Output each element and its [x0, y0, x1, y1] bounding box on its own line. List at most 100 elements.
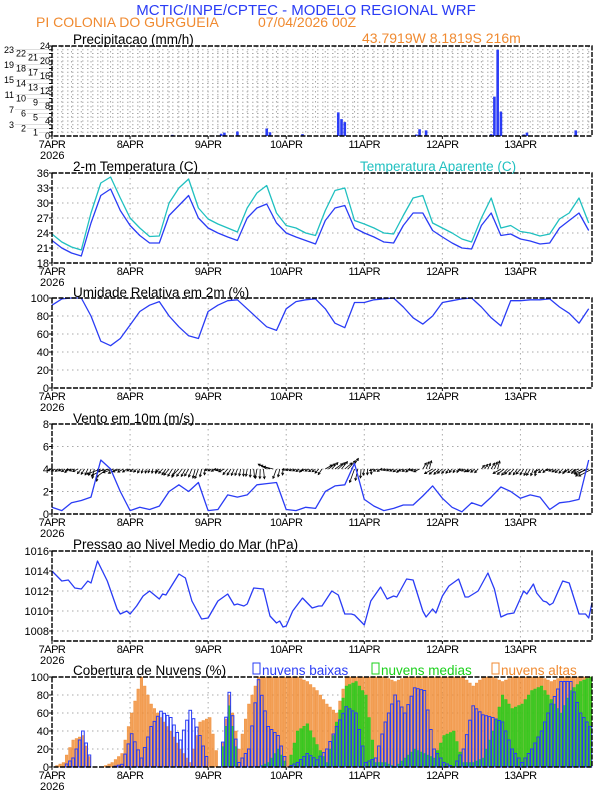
wind-arrow-head: [57, 468, 62, 472]
wind-arrow-head: [257, 463, 261, 467]
wind-arrow: [470, 468, 476, 473]
wind-arrow: [360, 468, 362, 478]
wind-arrow-head: [238, 473, 242, 477]
y-tick-label: 11: [5, 90, 14, 100]
wind-arrow-head: [203, 468, 208, 472]
wind-arrow: [508, 468, 515, 475]
wind-arrow: [102, 468, 114, 473]
x-tick-label: 12APR: [426, 644, 459, 656]
y-tick-label: 1016: [25, 546, 49, 558]
x-year-label: 2026: [40, 150, 64, 162]
apparent-temp-title: Temperatura Aparente (C): [360, 159, 516, 174]
wind-arrow-head: [161, 472, 165, 476]
cloud-bar-nuvens-altas: [211, 733, 215, 768]
wind-arrow: [484, 464, 488, 470]
wind-arrow-head: [492, 471, 496, 474]
wind-arrow-head: [379, 467, 383, 471]
wind-arrow-head: [187, 474, 191, 478]
wind-arrow: [84, 468, 89, 476]
x-tick-label: 9APR: [195, 517, 222, 529]
precip-bar: [525, 132, 529, 136]
wind-arrow-head: [376, 468, 380, 472]
y-tick-label: 20: [37, 365, 49, 377]
x-tick-label: 8APR: [117, 770, 144, 782]
pressure-title: Pressao ao Nivel Medio do Mar (hPa): [73, 537, 298, 552]
wind-arrow-head: [281, 472, 285, 476]
wind-arrow: [122, 468, 128, 473]
wind-arrow-head: [554, 470, 558, 474]
wind-arrow-head: [64, 470, 68, 474]
wind-arrow: [492, 468, 502, 474]
wind-arrow-head: [389, 468, 393, 472]
precip-bar: [489, 134, 493, 136]
wind-arrow-head: [281, 467, 285, 471]
cloud-bar-nuvens-medias: [452, 730, 456, 768]
wind-arrow-head: [155, 469, 159, 473]
y-tick-label: 0: [43, 383, 49, 395]
x-tick-label: 9APR: [195, 770, 222, 782]
precip-bar: [265, 128, 268, 136]
wind-arrow-head: [85, 471, 90, 475]
y-tick-label: 0: [43, 762, 49, 774]
wind-arrow-head: [314, 470, 318, 474]
wind-arrow-head: [563, 469, 567, 473]
x-year-label: 2026: [40, 402, 64, 414]
wind-arrow-head: [492, 462, 495, 466]
x-year-label: 2026: [40, 655, 64, 667]
cloud-bar-nuvens-medias: [520, 703, 524, 768]
y-tick-label: 36: [37, 168, 49, 180]
x-tick-label: 8APR: [117, 266, 144, 278]
x-tick-label: 7APR: [39, 517, 66, 529]
wind-arrow: [192, 468, 196, 479]
wind-arrow: [501, 468, 508, 476]
cloud-bar-nuvens-altas: [374, 676, 378, 768]
wind-arrow-head: [508, 472, 512, 476]
wind-arrow: [349, 468, 355, 483]
wind-arrow: [314, 468, 320, 474]
wind-arrow: [554, 468, 560, 473]
wind-arrow-head: [258, 476, 262, 480]
y-tick-label: 7: [9, 105, 14, 115]
wind-arrow-head: [292, 468, 296, 472]
y-tick-label: 1014: [25, 566, 49, 578]
wind-arrow: [97, 468, 111, 472]
wind-arrow-head: [194, 475, 198, 480]
wind-arrow: [331, 462, 339, 470]
wind-arrow: [272, 468, 277, 479]
wind-arrow: [325, 464, 333, 470]
y-tick-label: 12: [40, 86, 50, 96]
wind-arrow-head: [248, 474, 252, 478]
wind-arrow-head: [407, 467, 411, 472]
wind-arrow: [167, 468, 173, 477]
precip-bar: [223, 132, 226, 136]
wind-arrow-head: [501, 472, 505, 476]
wind-arrow: [572, 468, 580, 472]
pressure-panel: 1008 1010 1012 1014 1016 7APR 8APR 9APR 10APR 11A…: [25, 546, 593, 667]
cloud-bar-nuvens-medias: [448, 732, 453, 768]
wind-arrow: [422, 462, 427, 470]
clouds-frame: [51, 676, 593, 768]
wind-arrow-head: [65, 468, 69, 472]
wind-arrow-head: [207, 468, 211, 472]
wind-arrow: [171, 468, 180, 477]
wind-arrow: [91, 468, 95, 479]
wind-arrow-head: [448, 469, 452, 474]
wind-arrow-head: [481, 464, 485, 468]
wind-arrow-head: [558, 470, 562, 474]
wind-arrow-head: [354, 477, 358, 482]
wind-arrow-head: [198, 474, 202, 478]
wind-arrow-head: [537, 470, 542, 474]
wind-arrow-head: [433, 471, 437, 475]
wind-arrow: [424, 468, 433, 474]
wind-arrow-head: [548, 468, 552, 472]
wind-arrow: [428, 460, 432, 470]
wind-arrow: [194, 468, 199, 479]
wind-arrow: [163, 468, 170, 476]
x-tick-label: 9APR: [195, 391, 222, 403]
wind-arrow-head: [332, 463, 336, 467]
wind-arrow-head: [126, 468, 130, 472]
wind-arrow-head: [497, 460, 501, 464]
wind-arrow-head: [335, 462, 339, 466]
wind-arrow: [429, 468, 437, 475]
